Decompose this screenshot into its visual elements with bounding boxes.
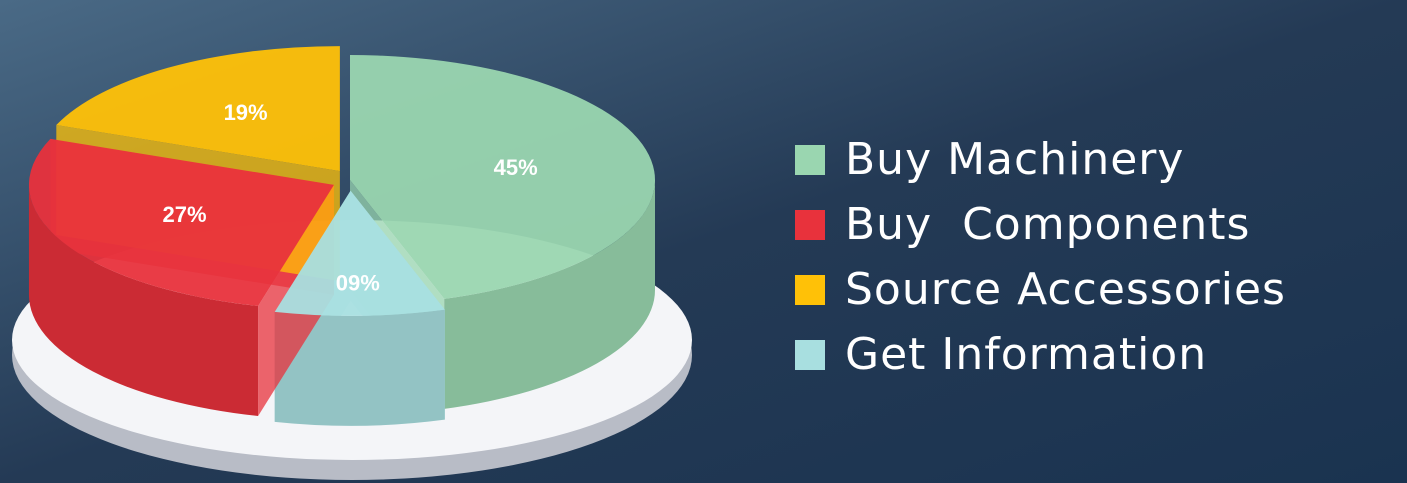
legend-swatch: [795, 340, 825, 370]
legend-label: Buy Machinery: [845, 134, 1184, 185]
legend-swatch: [795, 210, 825, 240]
slice-side: [274, 309, 445, 426]
legend-swatch: [795, 145, 825, 175]
slice: [274, 190, 445, 316]
slice-side-shade: [444, 180, 655, 409]
value-label: 09%: [336, 270, 380, 295]
pie: 45% 09% 27% 19%: [28, 46, 655, 426]
value-label: 27%: [162, 202, 206, 227]
slice: [28, 138, 334, 306]
legend-swatch: [795, 275, 825, 305]
slice-side: [444, 180, 655, 409]
slice: [56, 46, 340, 172]
legend: Buy Machinery Buy Components Source Access…: [795, 134, 1286, 380]
legend-label: Buy Components: [845, 199, 1250, 250]
value-label: 19%: [224, 100, 268, 125]
value-label: 45%: [494, 155, 538, 180]
slice-side: [28, 184, 259, 416]
slice: [350, 55, 655, 299]
slice-side-shade: [274, 309, 445, 426]
legend-label: Get Information: [845, 329, 1207, 380]
slice-side-shade: [28, 184, 259, 416]
legend-label: Source Accessories: [845, 264, 1286, 315]
